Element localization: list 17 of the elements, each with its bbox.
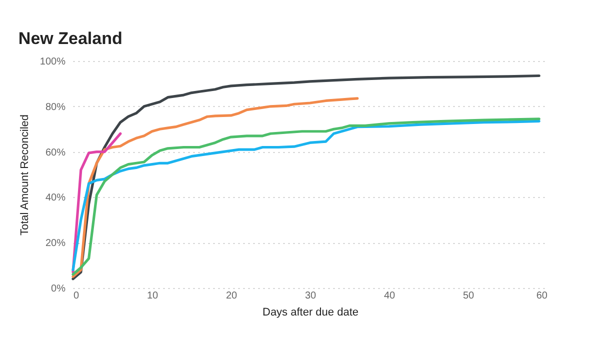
x-tick-label: 50 — [462, 290, 474, 302]
x-tick-label: 60 — [536, 290, 548, 302]
x-axis-title: Days after due date — [262, 306, 359, 318]
x-tick-label: 30 — [304, 290, 316, 302]
y-tick-label: 60% — [45, 147, 66, 158]
chart-title: New Zealand — [18, 29, 122, 48]
x-tick-label: 0 — [74, 290, 80, 302]
x-tick-label: 10 — [146, 290, 158, 302]
y-axis-title: Total Amount Reconciled — [18, 114, 31, 236]
y-tick-label: 0% — [51, 284, 66, 294]
y-tick-label: 80% — [45, 102, 66, 113]
line-series — [72, 97, 359, 278]
y-tick-label: 20% — [45, 238, 66, 250]
y-tick-label: 100% — [40, 56, 66, 68]
y-tick-label: 40% — [45, 192, 66, 204]
x-tick-label: 40 — [384, 290, 396, 302]
x-tick-label: 20 — [226, 290, 238, 302]
